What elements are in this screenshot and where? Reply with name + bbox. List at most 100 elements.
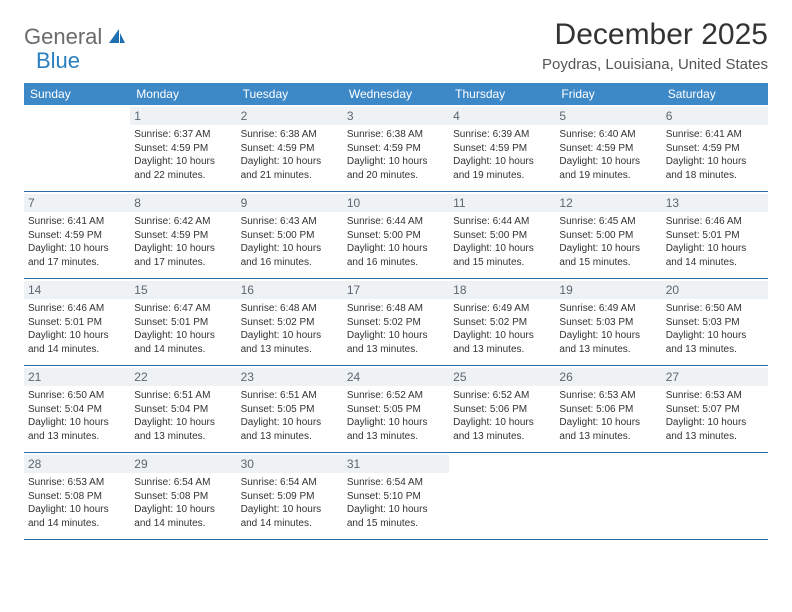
daylight-text: Daylight: 10 hours and 19 minutes. <box>559 155 657 182</box>
week-row: 1Sunrise: 6:37 AMSunset: 4:59 PMDaylight… <box>24 105 768 192</box>
sunset-text: Sunset: 5:02 PM <box>347 316 445 330</box>
sunset-text: Sunset: 4:59 PM <box>453 142 551 156</box>
day-number: 20 <box>662 281 768 299</box>
day-cell: 12Sunrise: 6:45 AMSunset: 5:00 PMDayligh… <box>555 192 661 278</box>
day-cell: 5Sunrise: 6:40 AMSunset: 4:59 PMDaylight… <box>555 105 661 191</box>
sunrise-text: Sunrise: 6:53 AM <box>559 389 657 403</box>
daylight-text: Daylight: 10 hours and 14 minutes. <box>28 329 126 356</box>
sunrise-text: Sunrise: 6:51 AM <box>134 389 232 403</box>
week-row: 21Sunrise: 6:50 AMSunset: 5:04 PMDayligh… <box>24 366 768 453</box>
day-info: Sunrise: 6:53 AMSunset: 5:06 PMDaylight:… <box>559 389 657 443</box>
day-cell: 4 Sunrise: 6:39 AMSunset: 4:59 PMDaylight… <box>449 105 555 191</box>
day-info: Sunrise: 6:52 AMSunset: 5:05 PMDaylight:… <box>347 389 445 443</box>
day-cell: 24 Sunrise: 6:52 AMSunset: 5:05 PMDayligh… <box>343 366 449 452</box>
day-number: 18 <box>449 281 555 299</box>
daylight-text: Daylight: 10 hours and 13 minutes. <box>241 416 339 443</box>
day-cell: 10Sunrise: 6:44 AMSunset: 5:00 PMDayligh… <box>343 192 449 278</box>
sunset-text: Sunset: 4:59 PM <box>134 142 232 156</box>
calendar: SundayMondayTuesdayWednesdayThursdayFrid… <box>24 83 768 540</box>
day-cell: 29 Sunrise: 6:54 AMSunset: 5:08 PMDayligh… <box>130 453 236 539</box>
sunset-text: Sunset: 5:01 PM <box>134 316 232 330</box>
day-cell: 6 Sunrise: 6:41 AMSunset: 4:59 PMDaylight… <box>662 105 768 191</box>
sunrise-text: Sunrise: 6:37 AM <box>134 128 232 142</box>
sunrise-text: Sunrise: 6:38 AM <box>241 128 339 142</box>
daylight-text: Daylight: 10 hours and 13 minutes. <box>453 416 551 443</box>
day-number: 8 <box>130 194 236 212</box>
sunset-text: Sunset: 5:00 PM <box>559 229 657 243</box>
sunrise-text: Sunrise: 6:46 AM <box>666 215 764 229</box>
daylight-text: Daylight: 10 hours and 13 minutes. <box>241 329 339 356</box>
day-cell: 21Sunrise: 6:50 AMSunset: 5:04 PMDayligh… <box>24 366 130 452</box>
weekday-label: Wednesday <box>343 83 449 105</box>
day-number: 26 <box>555 368 661 386</box>
sunset-text: Sunset: 5:08 PM <box>134 490 232 504</box>
sunrise-text: Sunrise: 6:49 AM <box>453 302 551 316</box>
day-info: Sunrise: 6:41 AMSunset: 4:59 PMDaylight:… <box>666 128 764 182</box>
sunrise-text: Sunrise: 6:54 AM <box>241 476 339 490</box>
sunset-text: Sunset: 5:08 PM <box>28 490 126 504</box>
day-cell: 11Sunrise: 6:44 AMSunset: 5:00 PMDayligh… <box>449 192 555 278</box>
day-number: 6 <box>662 107 768 125</box>
day-info: Sunrise: 6:45 AMSunset: 5:00 PMDaylight:… <box>559 215 657 269</box>
day-info: Sunrise: 6:40 AMSunset: 4:59 PMDaylight:… <box>559 128 657 182</box>
day-cell: 27Sunrise: 6:53 AMSunset: 5:07 PMDayligh… <box>662 366 768 452</box>
day-info: Sunrise: 6:44 AMSunset: 5:00 PMDaylight:… <box>347 215 445 269</box>
weekday-label: Saturday <box>662 83 768 105</box>
location-text: Poydras, Louisiana, United States <box>542 56 768 73</box>
sunset-text: Sunset: 4:59 PM <box>666 142 764 156</box>
day-cell: 28Sunrise: 6:53 AMSunset: 5:08 PMDayligh… <box>24 453 130 539</box>
day-number: 24 <box>343 368 449 386</box>
day-cell: 1Sunrise: 6:37 AMSunset: 4:59 PMDaylight… <box>130 105 236 191</box>
sunrise-text: Sunrise: 6:52 AM <box>347 389 445 403</box>
day-info: Sunrise: 6:47 AMSunset: 5:01 PMDaylight:… <box>134 302 232 356</box>
sunset-text: Sunset: 5:05 PM <box>241 403 339 417</box>
day-info: Sunrise: 6:38 AMSunset: 4:59 PMDaylight:… <box>241 128 339 182</box>
sunrise-text: Sunrise: 6:53 AM <box>666 389 764 403</box>
brand-logo: General <box>24 24 129 50</box>
daylight-text: Daylight: 10 hours and 13 minutes. <box>666 329 764 356</box>
weeks-container: 1Sunrise: 6:37 AMSunset: 4:59 PMDaylight… <box>24 105 768 540</box>
day-cell: 9Sunrise: 6:43 AMSunset: 5:00 PMDaylight… <box>237 192 343 278</box>
sunrise-text: Sunrise: 6:38 AM <box>347 128 445 142</box>
day-info: Sunrise: 6:54 AMSunset: 5:08 PMDaylight:… <box>134 476 232 530</box>
day-info: Sunrise: 6:50 AMSunset: 5:04 PMDaylight:… <box>28 389 126 443</box>
sunrise-text: Sunrise: 6:40 AM <box>559 128 657 142</box>
daylight-text: Daylight: 10 hours and 16 minutes. <box>347 242 445 269</box>
day-info: Sunrise: 6:39 AMSunset: 4:59 PMDaylight:… <box>453 128 551 182</box>
day-info: Sunrise: 6:51 AMSunset: 5:05 PMDaylight:… <box>241 389 339 443</box>
sunset-text: Sunset: 4:59 PM <box>134 229 232 243</box>
daylight-text: Daylight: 10 hours and 14 minutes. <box>666 242 764 269</box>
sunset-text: Sunset: 5:04 PM <box>134 403 232 417</box>
day-cell: 25Sunrise: 6:52 AMSunset: 5:06 PMDayligh… <box>449 366 555 452</box>
day-number: 30 <box>237 455 343 473</box>
header: General December 2025 Poydras, Louisiana… <box>24 18 768 73</box>
day-number: 2 <box>237 107 343 125</box>
weekday-label: Friday <box>555 83 661 105</box>
day-number: 29 <box>130 455 236 473</box>
sunrise-text: Sunrise: 6:47 AM <box>134 302 232 316</box>
daylight-text: Daylight: 10 hours and 13 minutes. <box>134 416 232 443</box>
day-cell: 15Sunrise: 6:47 AMSunset: 5:01 PMDayligh… <box>130 279 236 365</box>
daylight-text: Daylight: 10 hours and 13 minutes. <box>453 329 551 356</box>
day-number: 14 <box>24 281 130 299</box>
day-number: 31 <box>343 455 449 473</box>
sunrise-text: Sunrise: 6:51 AM <box>241 389 339 403</box>
sunrise-text: Sunrise: 6:49 AM <box>559 302 657 316</box>
day-number: 19 <box>555 281 661 299</box>
sunrise-text: Sunrise: 6:50 AM <box>666 302 764 316</box>
day-cell: 19Sunrise: 6:49 AMSunset: 5:03 PMDayligh… <box>555 279 661 365</box>
sunrise-text: Sunrise: 6:48 AM <box>241 302 339 316</box>
day-number: 3 <box>343 107 449 125</box>
day-info: Sunrise: 6:52 AMSunset: 5:06 PMDaylight:… <box>453 389 551 443</box>
sunset-text: Sunset: 4:59 PM <box>241 142 339 156</box>
sunrise-text: Sunrise: 6:45 AM <box>559 215 657 229</box>
sunset-text: Sunset: 5:04 PM <box>28 403 126 417</box>
sunset-text: Sunset: 5:05 PM <box>347 403 445 417</box>
week-row: 28Sunrise: 6:53 AMSunset: 5:08 PMDayligh… <box>24 453 768 540</box>
day-cell: 23Sunrise: 6:51 AMSunset: 5:05 PMDayligh… <box>237 366 343 452</box>
day-number: 4 <box>449 107 555 125</box>
day-cell: 20Sunrise: 6:50 AMSunset: 5:03 PMDayligh… <box>662 279 768 365</box>
sunrise-text: Sunrise: 6:50 AM <box>28 389 126 403</box>
daylight-text: Daylight: 10 hours and 14 minutes. <box>28 503 126 530</box>
sunset-text: Sunset: 4:59 PM <box>559 142 657 156</box>
